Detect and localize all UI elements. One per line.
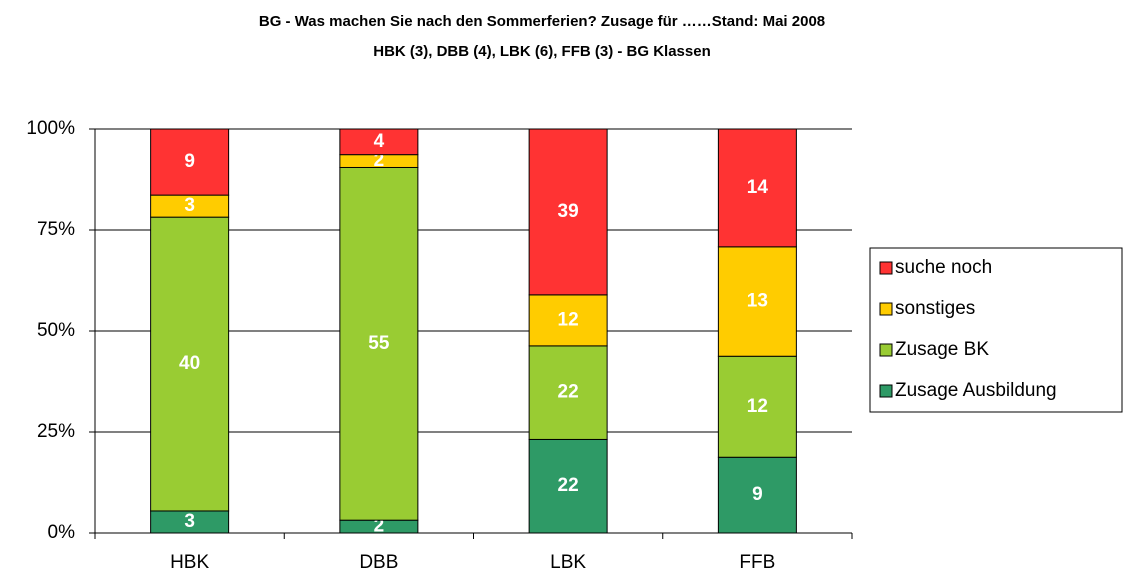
data-label: 22: [558, 382, 579, 403]
legend-swatch: [879, 384, 893, 398]
x-tick-label: FFB: [739, 552, 775, 573]
data-label: 12: [747, 396, 768, 417]
legend-label: suche noch: [895, 257, 992, 278]
bar-segment: [528, 345, 608, 440]
data-label: 55: [368, 333, 390, 354]
legend-label: sonstiges: [895, 298, 975, 319]
bar-segment: [150, 216, 230, 512]
data-label: 13: [747, 291, 768, 312]
legend-swatch: [879, 261, 893, 275]
x-tick-label: HBK: [170, 552, 209, 573]
data-label: 9: [184, 151, 195, 172]
legend-box: [869, 247, 1123, 413]
data-label: 40: [179, 353, 200, 374]
data-label: 22: [558, 475, 579, 496]
bar-segment: [339, 166, 419, 521]
data-label: 2: [374, 516, 385, 537]
legend-swatch: [879, 302, 893, 316]
bar-segment: [717, 456, 797, 534]
chart-subtitle: HBK (3), DBB (4), LBK (6), FFB (3) - BG …: [373, 43, 711, 60]
x-tick-label: DBB: [359, 552, 398, 573]
legend-label: Zusage Ausbildung: [895, 380, 1057, 401]
bar-segment: [717, 355, 797, 458]
bar-segment: [528, 438, 608, 534]
data-label: 3: [184, 195, 195, 216]
y-tick-label: 0%: [48, 522, 76, 543]
y-tick-label: 100%: [26, 118, 75, 139]
bar-segment: [339, 128, 419, 156]
y-tick-label: 25%: [37, 421, 75, 442]
bar-segment: [528, 128, 608, 296]
bar-segment: [717, 128, 797, 248]
bar-segment: [717, 246, 797, 357]
data-label: 39: [558, 201, 579, 222]
y-tick-label: 50%: [37, 320, 75, 341]
data-label: 14: [747, 177, 769, 198]
chart-title: BG - Was machen Sie nach den Sommerferie…: [259, 13, 825, 30]
data-label: 3: [184, 511, 195, 532]
x-tick-label: LBK: [550, 552, 586, 573]
y-tick-label: 75%: [37, 219, 75, 240]
legend-swatch: [879, 343, 893, 357]
data-label: 12: [558, 309, 579, 330]
data-label: 2: [374, 150, 385, 171]
data-label: 4: [374, 131, 385, 152]
data-label: 9: [752, 484, 763, 505]
bar-segment: [150, 128, 230, 196]
legend-label: Zusage BK: [895, 339, 989, 360]
bar-segment: [528, 294, 608, 347]
